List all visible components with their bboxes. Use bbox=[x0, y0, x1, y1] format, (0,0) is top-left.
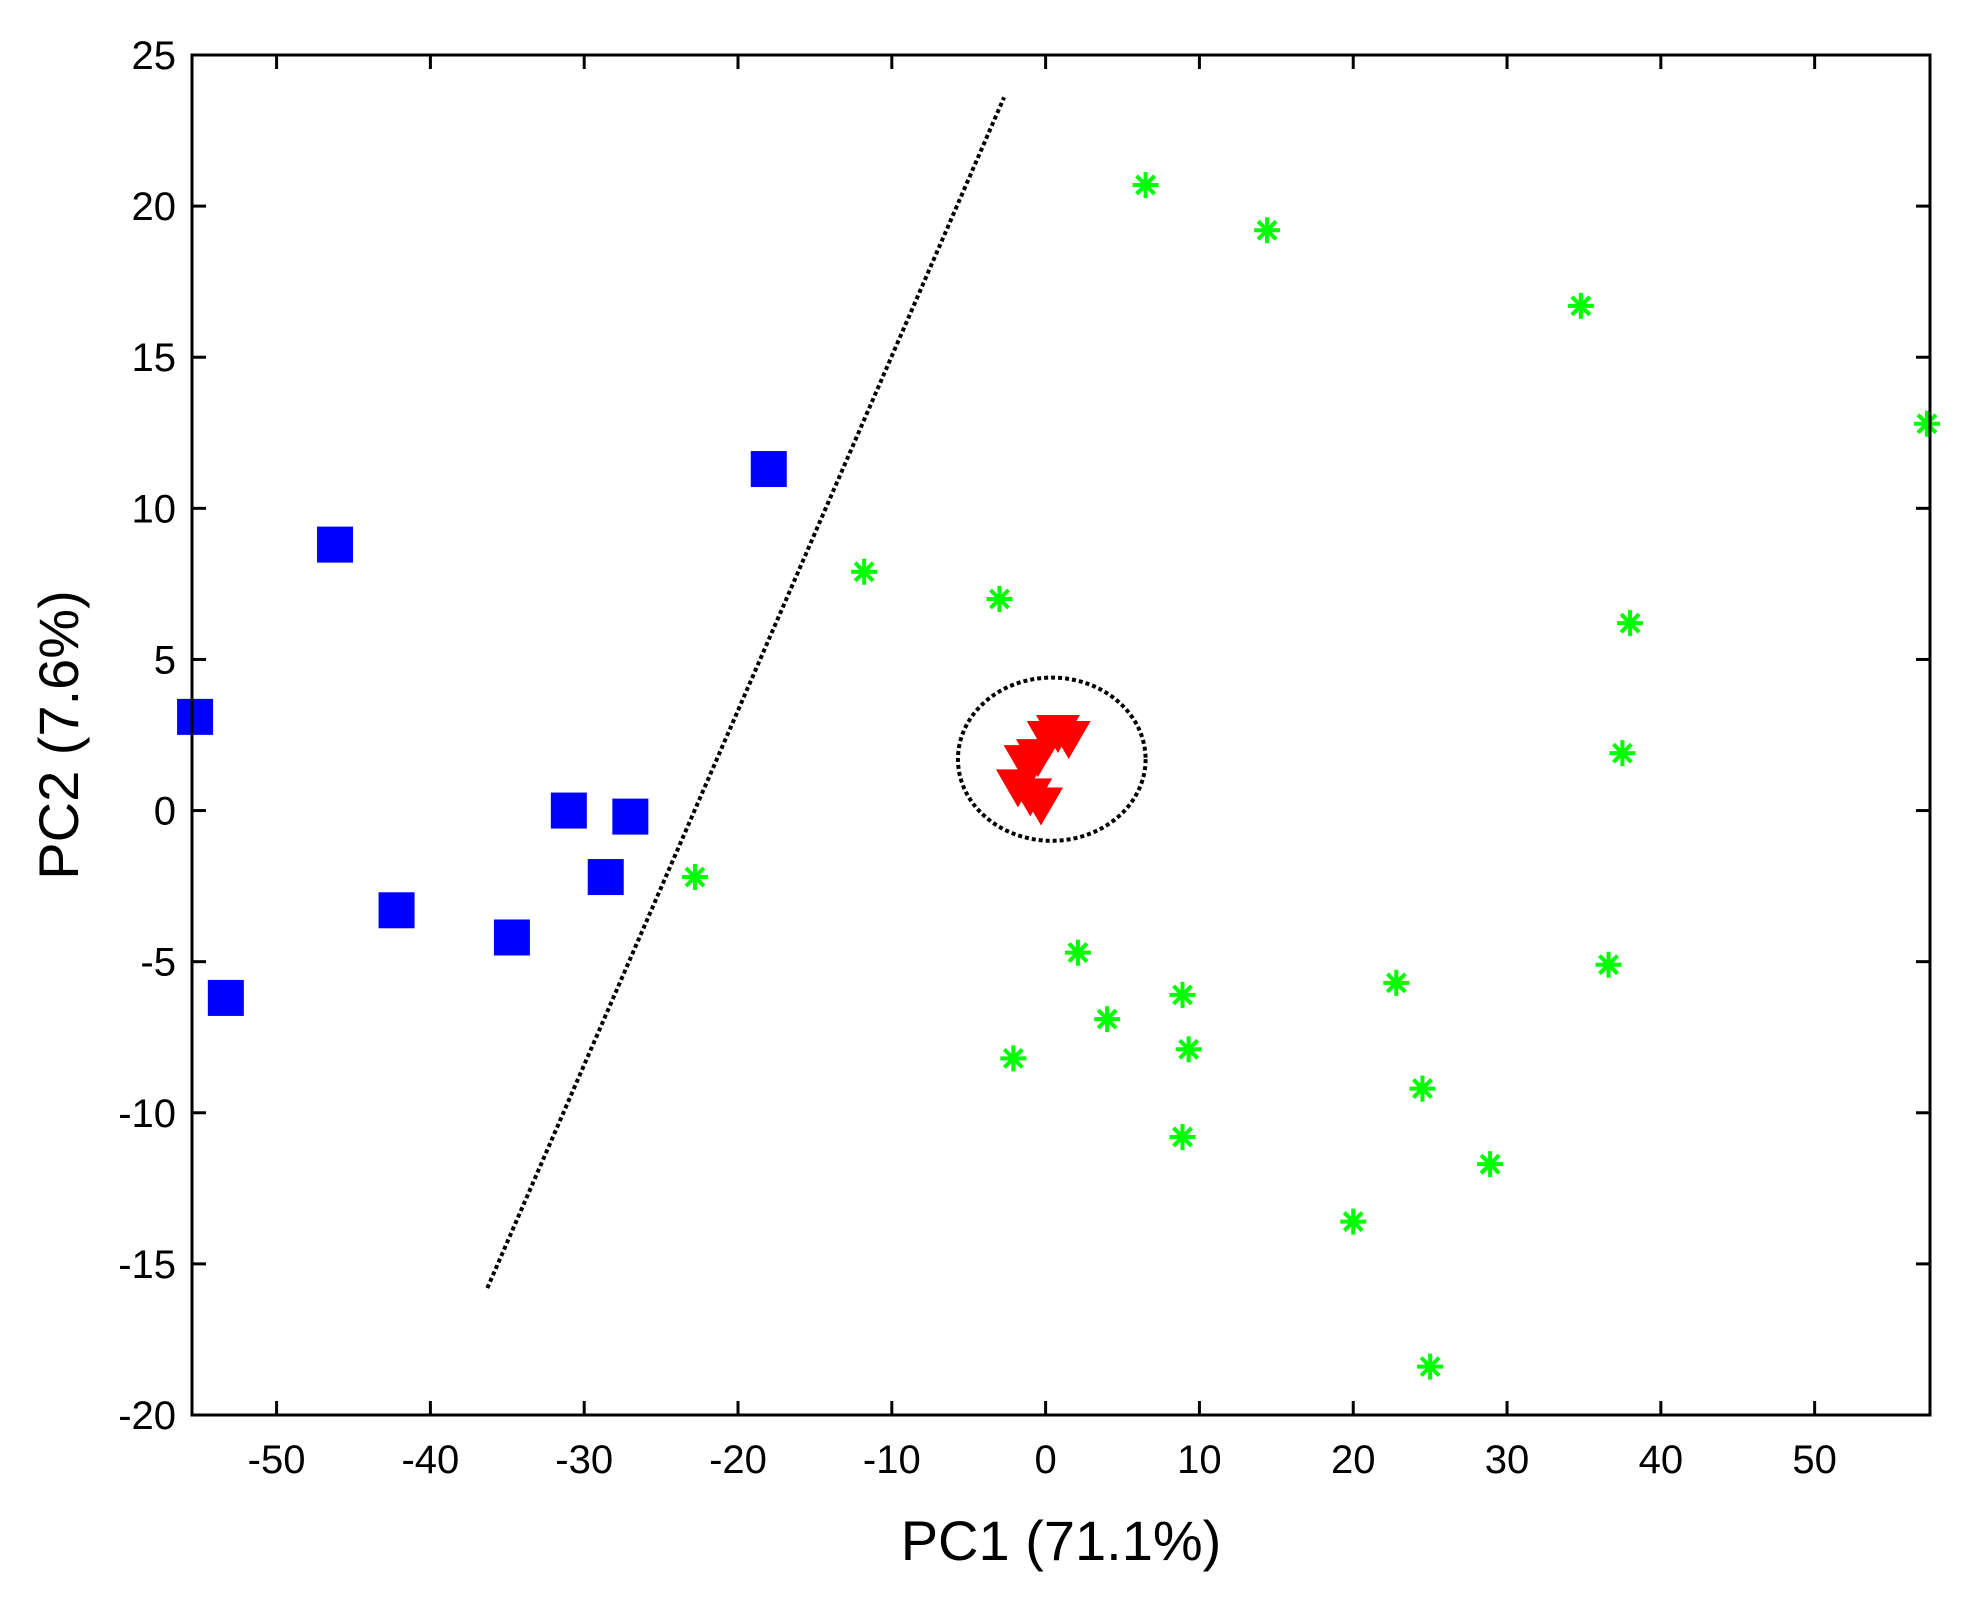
y-tick-label: 25 bbox=[132, 34, 177, 78]
x-tick-label: 40 bbox=[1639, 1438, 1684, 1482]
square-marker bbox=[378, 892, 415, 929]
asterisk-marker bbox=[1175, 1036, 1202, 1063]
square-marker bbox=[207, 979, 244, 1016]
x-tick-label: -10 bbox=[863, 1438, 921, 1482]
asterisk-marker bbox=[1094, 1006, 1121, 1033]
separator-dotted-line bbox=[485, 96, 1006, 1289]
x-tick-label: -30 bbox=[555, 1438, 613, 1482]
asterisk-marker bbox=[1169, 981, 1196, 1008]
asterisk-marker bbox=[1417, 1353, 1444, 1380]
asterisk-marker bbox=[851, 558, 878, 585]
asterisk-marker bbox=[1169, 1123, 1196, 1150]
y-tick-label: 5 bbox=[154, 638, 176, 682]
asterisk-marker bbox=[1409, 1075, 1436, 1102]
square-marker bbox=[587, 859, 624, 896]
y-axis-title: PC2 (7.6%) bbox=[27, 590, 90, 879]
asterisk-marker bbox=[1064, 939, 1091, 966]
square-marker bbox=[750, 451, 787, 488]
y-tick-label: 20 bbox=[132, 185, 177, 229]
triangle-marker bbox=[1019, 787, 1064, 826]
asterisk-marker bbox=[1595, 951, 1622, 978]
series-group-square bbox=[177, 451, 787, 1016]
asterisk-marker bbox=[1340, 1208, 1367, 1235]
asterisk-marker bbox=[1132, 171, 1159, 198]
y-tick-label: 10 bbox=[132, 487, 177, 531]
asterisk-marker bbox=[1254, 217, 1281, 244]
asterisk-marker bbox=[1913, 410, 1940, 437]
asterisk-marker bbox=[1000, 1045, 1027, 1072]
x-tick-label: 30 bbox=[1485, 1438, 1530, 1482]
x-axis: -50 -40 -30 -20 -10 0 10 20 30 40 50 bbox=[248, 55, 1837, 1482]
square-marker bbox=[317, 526, 354, 563]
series-group-triangle bbox=[995, 714, 1091, 826]
square-marker bbox=[177, 698, 214, 735]
y-tick-label: -5 bbox=[140, 941, 176, 985]
y-tick-label: 15 bbox=[132, 336, 177, 380]
asterisk-marker bbox=[1609, 740, 1636, 767]
data-points-layer bbox=[177, 171, 1940, 1380]
square-marker bbox=[493, 919, 530, 956]
asterisk-marker bbox=[1477, 1151, 1504, 1178]
asterisk-marker bbox=[681, 864, 708, 891]
asterisk-marker bbox=[1383, 969, 1410, 996]
annotation-layer bbox=[485, 96, 1148, 1289]
triangle-marker bbox=[1046, 721, 1091, 759]
y-tick-label: -10 bbox=[118, 1092, 176, 1136]
x-tick-label: -20 bbox=[709, 1438, 767, 1482]
triangle-marker bbox=[1015, 739, 1060, 778]
x-tick-label: 0 bbox=[1034, 1438, 1056, 1482]
asterisk-marker bbox=[1567, 292, 1594, 319]
square-marker bbox=[550, 792, 587, 829]
y-tick-label: 0 bbox=[154, 790, 176, 834]
x-tick-label: -40 bbox=[401, 1438, 459, 1482]
series-group-star bbox=[681, 171, 1940, 1380]
y-tick-label: -20 bbox=[118, 1394, 176, 1438]
square-marker bbox=[612, 798, 649, 835]
x-tick-label: 20 bbox=[1331, 1438, 1376, 1482]
cluster-dotted-ellipse bbox=[955, 675, 1148, 843]
x-tick-label: -50 bbox=[248, 1438, 306, 1482]
asterisk-marker bbox=[986, 586, 1013, 612]
plot-area-frame bbox=[190, 53, 1932, 1417]
x-axis-title: PC1 (71.1%) bbox=[901, 1509, 1222, 1572]
x-tick-label: 10 bbox=[1177, 1438, 1222, 1482]
x-tick-label: 50 bbox=[1792, 1438, 1837, 1482]
asterisk-marker bbox=[1617, 610, 1644, 637]
y-tick-label: -15 bbox=[118, 1243, 176, 1287]
y-axis: 25 20 15 10 5 0 -5 -10 -15 -20 bbox=[118, 34, 1930, 1438]
